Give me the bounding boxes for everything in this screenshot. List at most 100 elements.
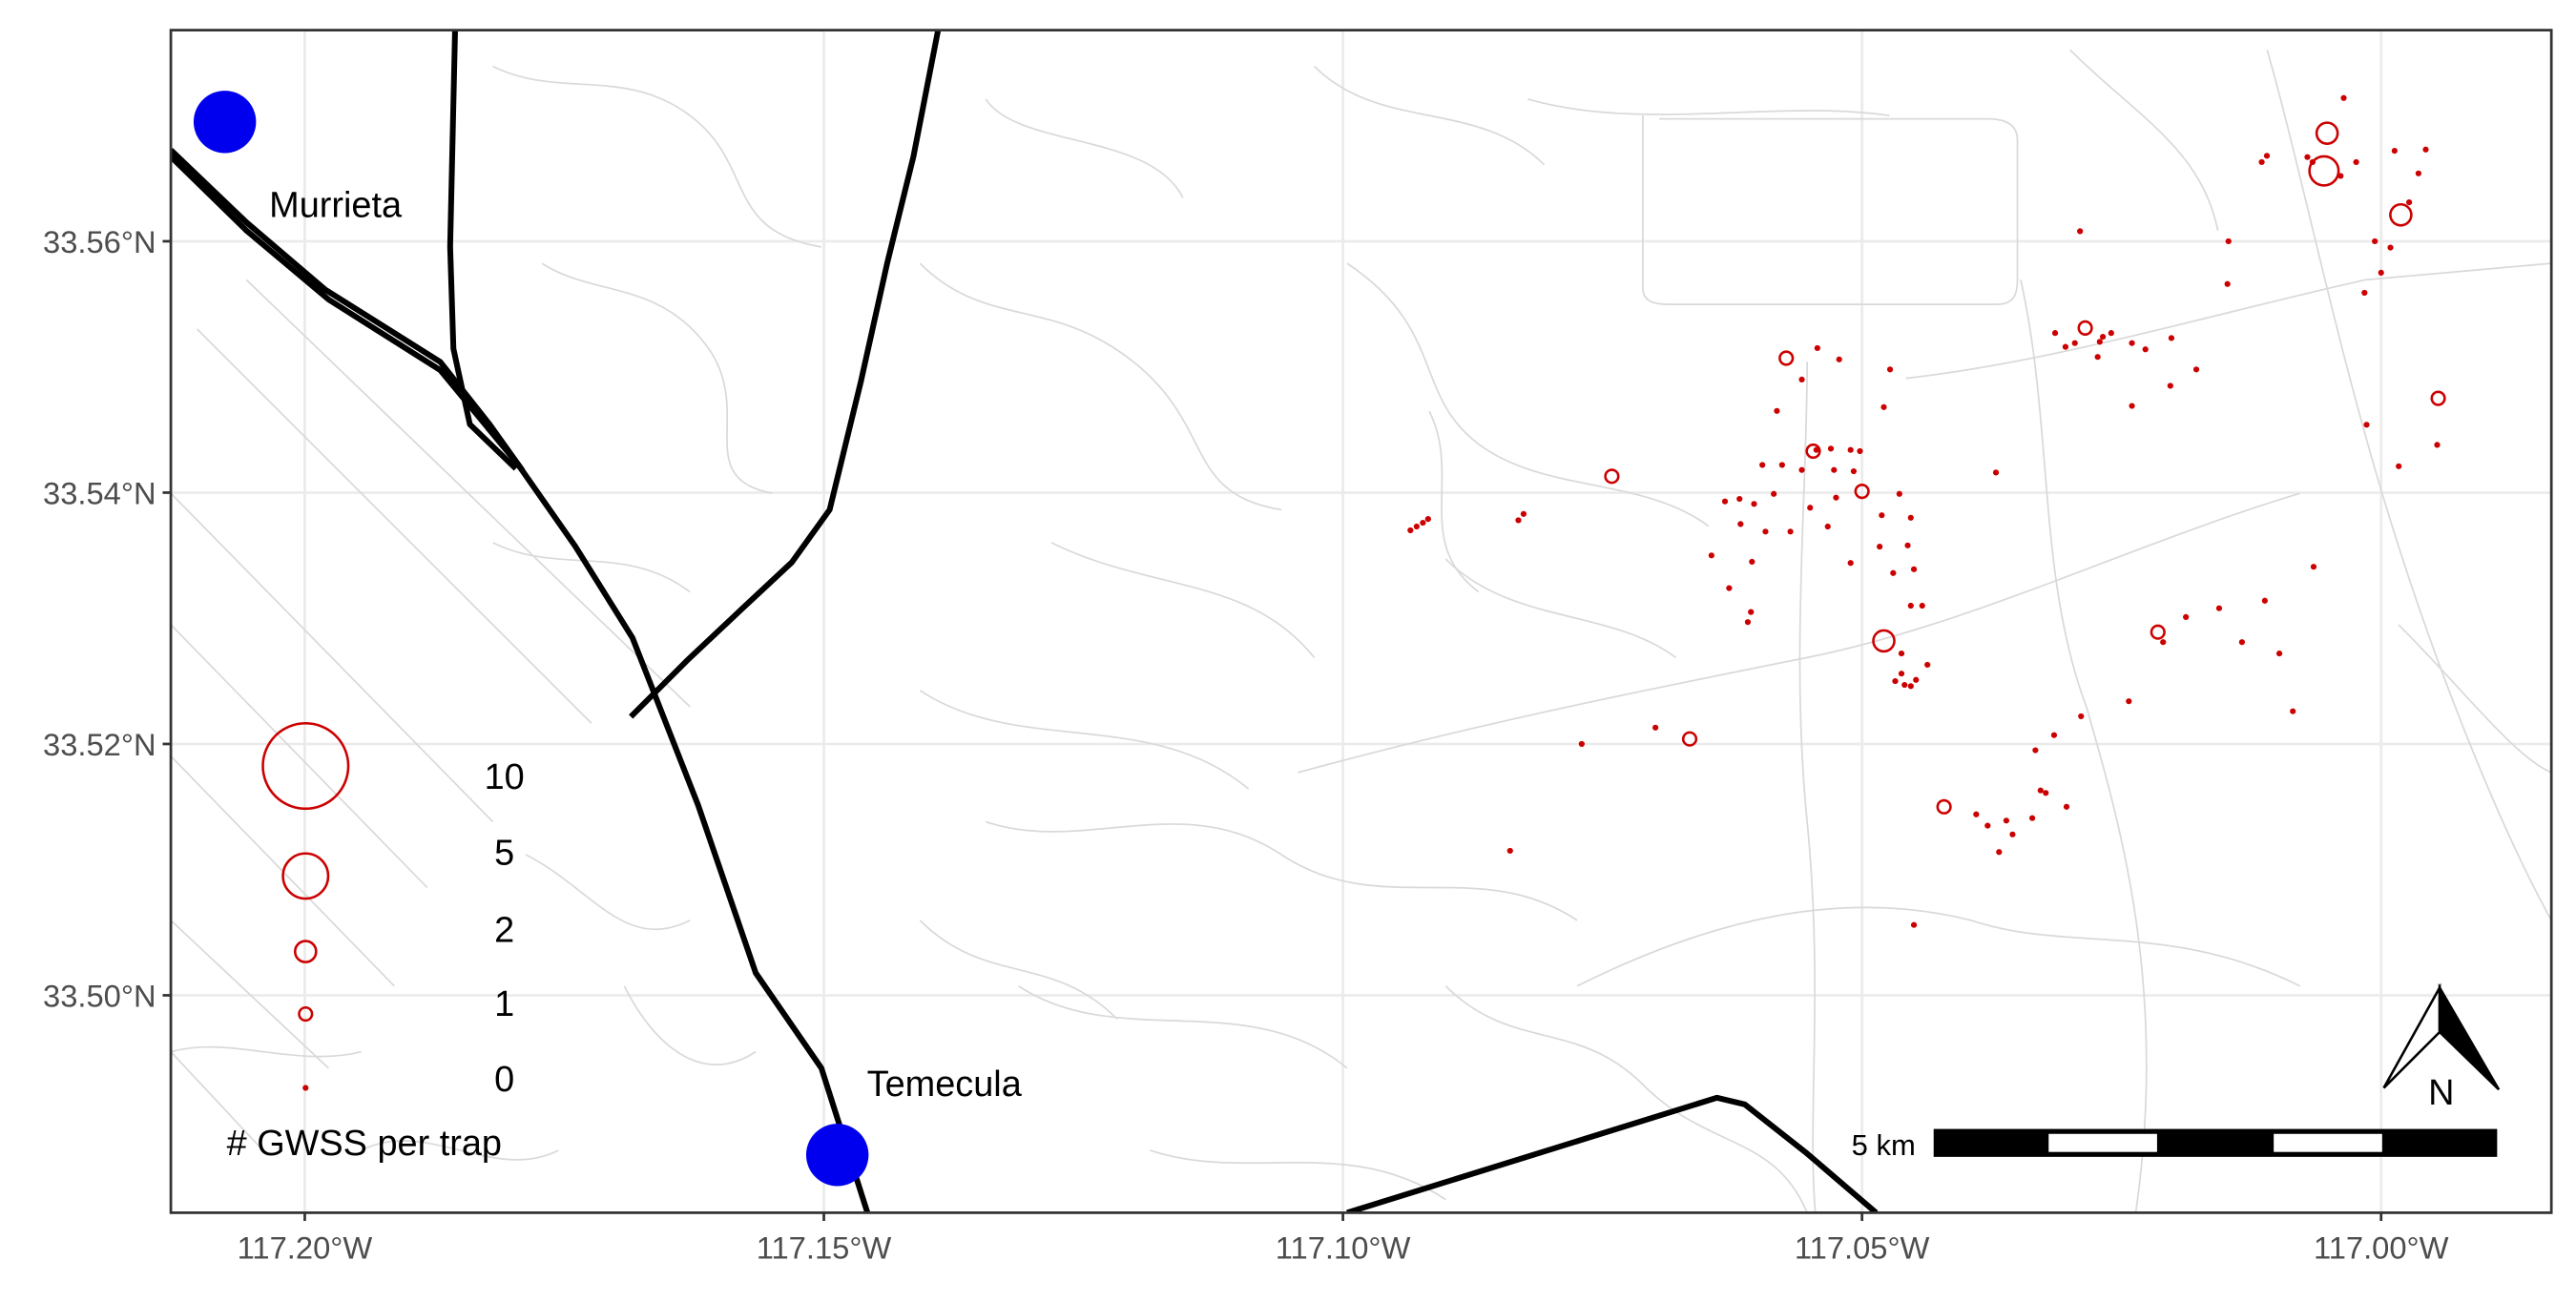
trap-point <box>1877 544 1883 550</box>
trap-point <box>1807 505 1814 511</box>
trap-point <box>2094 354 2101 361</box>
trap-point <box>2340 94 2347 101</box>
trap-point <box>1805 443 1821 460</box>
trap-point <box>1824 523 1831 530</box>
trap-point <box>1736 495 1743 503</box>
legend-key <box>302 1085 309 1091</box>
trap-point <box>2192 366 2200 373</box>
trap-point <box>2160 639 2167 646</box>
trap-point <box>2363 422 2370 428</box>
trap-point <box>2353 158 2359 166</box>
trap-point <box>2077 320 2093 336</box>
legend-label: 1 <box>494 984 514 1024</box>
trap-point <box>1992 469 2000 476</box>
x-tick-label: 117.00°W <box>2314 1230 2449 1266</box>
trap-point <box>1850 467 1858 475</box>
trap-point <box>1886 366 1894 373</box>
trap-point <box>1506 847 1513 855</box>
trap-point <box>1936 798 1952 815</box>
y-axis: 33.56°N 33.54°N 33.52°N 33.50°N <box>43 224 172 1014</box>
trap-point <box>1814 344 1820 352</box>
trap-point <box>2238 639 2246 646</box>
trap-point <box>2142 346 2149 353</box>
x-tick-label: 117.15°W <box>757 1230 892 1266</box>
trap-point <box>1913 676 1920 683</box>
trap-point <box>1737 521 1744 527</box>
x-tick-label: 117.20°W <box>238 1230 373 1266</box>
trap-point <box>2261 597 2268 604</box>
trap-point <box>1774 407 1780 414</box>
trap-point <box>1813 446 1819 453</box>
trap-point <box>2108 330 2114 337</box>
trap-point <box>2029 815 2036 821</box>
trap-points <box>1407 94 2446 928</box>
x-tick-label: 117.10°W <box>1276 1230 1411 1266</box>
trap-point <box>1721 498 1729 505</box>
trap-point <box>2258 158 2265 166</box>
legend-key <box>261 721 350 811</box>
trap-point <box>1424 516 1431 523</box>
legend-label: 2 <box>494 910 514 950</box>
y-tick-label: 33.54°N <box>43 476 156 511</box>
trap-point <box>2434 442 2441 448</box>
trap-point <box>2037 787 2044 794</box>
trap-point <box>2309 158 2316 166</box>
y-tick-label: 33.56°N <box>43 224 156 259</box>
trap-point <box>1879 512 1885 519</box>
trap-point <box>2050 732 2058 738</box>
trap-point <box>1854 484 1870 500</box>
trap-point <box>2043 790 2049 796</box>
trap-point <box>1778 350 1795 366</box>
trap-point <box>2225 238 2232 245</box>
trap-point <box>1751 501 1757 507</box>
trap-point <box>2224 280 2231 287</box>
trap-point <box>1890 569 1897 576</box>
trap-point <box>2405 199 2413 206</box>
trap-point <box>2129 340 2135 346</box>
trap-point <box>2003 817 2010 824</box>
trap-point <box>2290 708 2296 714</box>
trap-point <box>1880 403 1887 410</box>
trap-point <box>1798 466 1805 473</box>
north-arrow-label: N <box>2428 1073 2454 1113</box>
cities: Murrieta Temecula <box>193 91 1023 1187</box>
trap-point <box>2009 831 2016 837</box>
trap-point <box>1919 602 1925 610</box>
panel-border <box>169 29 2553 1214</box>
trap-point <box>1778 462 1785 468</box>
city-label: Murrieta <box>269 186 403 226</box>
scale-bar-segment <box>2274 1133 2382 1152</box>
trap-point <box>1515 517 1522 524</box>
trap-point <box>2308 155 2340 187</box>
trap-point <box>2126 698 2132 705</box>
trap-point <box>1413 523 1420 530</box>
legend-label: 5 <box>494 833 514 873</box>
map-panel: Murrieta Temecula <box>169 29 2553 1214</box>
legend-title: # GWSS per trap <box>227 1124 502 1164</box>
trap-point <box>2129 403 2135 409</box>
trap-point <box>2168 335 2175 341</box>
trap-point <box>2361 289 2368 297</box>
trap-point <box>2275 651 2283 657</box>
trap-point <box>2304 154 2311 160</box>
trap-point <box>1872 629 1896 653</box>
north-arrow-fill <box>2438 982 2501 1091</box>
legend-label: 10 <box>485 757 525 797</box>
trap-point <box>2372 238 2379 245</box>
highway-northeast <box>629 30 942 719</box>
highway-north-south <box>447 30 518 471</box>
highway-i15 <box>171 155 871 1213</box>
trap-point <box>2078 713 2085 720</box>
trap-point <box>2396 463 2402 469</box>
trap-point <box>1578 740 1585 748</box>
trap-point <box>2063 803 2070 810</box>
highway-south <box>1346 1094 1879 1213</box>
scale-bar-frame <box>1933 1128 2498 1157</box>
trap-point <box>1520 510 1527 517</box>
trap-point <box>1907 683 1914 690</box>
trap-point <box>1726 585 1733 591</box>
trap-point <box>1759 462 1766 468</box>
trap-point <box>2263 153 2271 159</box>
legend-key <box>293 940 318 963</box>
scale-bar-label: 5 km <box>1852 1128 1916 1162</box>
